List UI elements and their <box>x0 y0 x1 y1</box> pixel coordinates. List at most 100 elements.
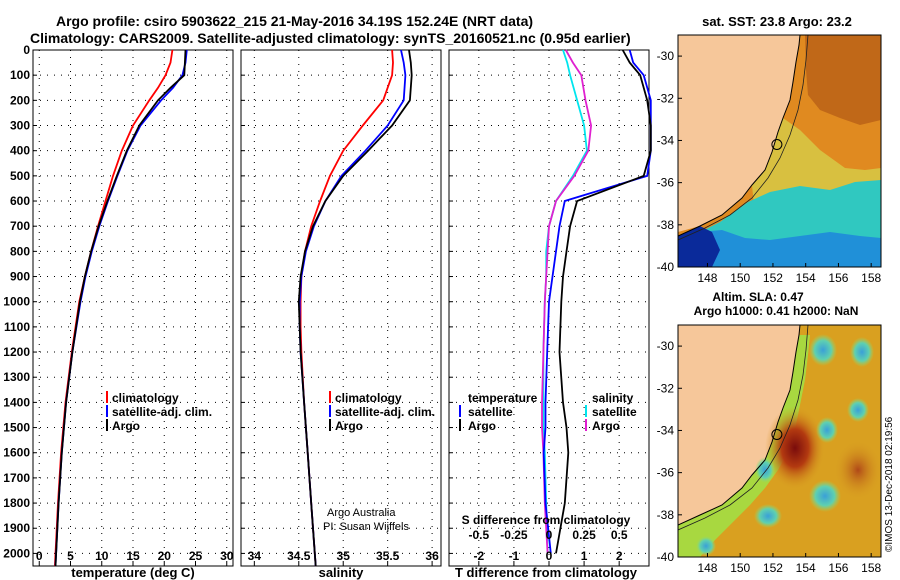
lat-tick-label: -38 <box>657 508 675 522</box>
credit-pi: PI: Susan Wijffels <box>323 521 409 533</box>
lon-tick-label: 152 <box>763 271 783 285</box>
lat-tick-label: -36 <box>657 176 675 190</box>
lat-tick-label: -34 <box>657 423 675 437</box>
salinity-tick-label: 34.5 <box>287 549 311 563</box>
argo-position-marker <box>771 139 783 150</box>
legend-label-s-satellite: satellite <box>592 405 637 419</box>
temperature-plot-frame <box>32 49 234 567</box>
depth-tick-label: 600 <box>10 194 30 208</box>
credit-argo-australia: Argo Australia <box>327 507 396 519</box>
sla-map-subtitle: Argo h1000: 0.41 h2000: NaN <box>694 304 859 318</box>
sst-map-frame <box>677 34 882 268</box>
cold-eddy-bass <box>696 536 716 556</box>
legend-label-satellite: satellite-adj. clim. <box>112 405 212 419</box>
sla-map <box>678 325 881 557</box>
depth-axis: 0 100 200 300 400 500 600 700 800 900 1000 1100 1200… <box>3 43 30 560</box>
t-difference-argo-line <box>555 49 652 554</box>
depth-tick-label: 0 <box>23 43 30 57</box>
depth-tick-label: 1000 <box>3 295 30 309</box>
lon-tick-label: 158 <box>861 561 881 575</box>
cold-eddy-north <box>809 334 837 366</box>
sla-map-frame <box>677 324 882 558</box>
coastline <box>678 35 801 237</box>
legend-label-s-argo: Argo <box>592 419 620 433</box>
depth-tick-label: 1300 <box>3 370 30 384</box>
s-difference-tick-label: -0.5 <box>468 528 489 542</box>
lat-tick-label: -40 <box>657 550 675 564</box>
depth-tick-label: 400 <box>10 144 30 158</box>
cold-eddy-south <box>809 480 841 512</box>
temperature-tick-label: 5 <box>67 549 74 563</box>
t-difference-tick-label: 2 <box>616 549 623 563</box>
legend-label-t-satellite: satellite <box>468 405 513 419</box>
salinity-panel <box>240 49 442 567</box>
temperature-x-axis: 0 5 10 15 20 25 30 <box>36 549 234 563</box>
lon-tick-label: 156 <box>828 271 848 285</box>
isobath <box>678 35 809 241</box>
lon-tick-label: 152 <box>763 561 783 575</box>
sla-lon-axis: 148 150 152 154 156 158 <box>697 553 882 575</box>
lat-tick-label: -40 <box>657 260 675 274</box>
difference-legend: temperature satellite Argo salinity sate… <box>459 391 637 433</box>
cold-eddy-northeast <box>850 337 874 367</box>
depth-tick-label: 1800 <box>3 496 30 510</box>
depth-tick-label: 1100 <box>4 320 30 334</box>
depth-tick-label: 700 <box>10 219 30 233</box>
lon-tick-label: 154 <box>796 271 816 285</box>
t-difference-satellite-line <box>542 49 652 554</box>
legend-title-salinity: salinity <box>592 391 634 405</box>
s-difference-tick-label: 0 <box>546 528 553 542</box>
legend-label-t-argo: Argo <box>468 419 496 433</box>
depth-tick-label: 1200 <box>3 345 30 359</box>
sst-map <box>678 35 881 267</box>
temperature-tick-label: 20 <box>158 549 172 563</box>
legend-label-climatology: climatology <box>335 391 402 405</box>
isobath <box>678 325 809 531</box>
temperature-tick-label: 30 <box>220 549 234 563</box>
warm-eddy-east <box>834 440 881 500</box>
depth-tick-label: 1500 <box>3 421 30 435</box>
sst-lon-axis: 148 150 152 154 156 158 <box>697 263 882 285</box>
depth-tick-label: 500 <box>10 169 30 183</box>
sla-lat-axis: -30 -32 -34 -36 -38 -40 <box>657 339 682 564</box>
lat-tick-label: -34 <box>657 133 675 147</box>
salinity-tick-label: 34 <box>248 549 262 563</box>
depth-tick-label: 100 <box>10 68 30 82</box>
lon-tick-label: 154 <box>796 561 816 575</box>
lon-tick-label: 158 <box>861 271 881 285</box>
difference-panel <box>448 49 652 567</box>
cold-eddy-centre <box>816 417 838 443</box>
salinity-tick-label: 35.5 <box>376 549 400 563</box>
salinity-tick-label: 35 <box>337 549 351 563</box>
sst-lat-axis: -30 -32 -34 -36 -38 -40 <box>657 49 682 274</box>
depth-tick-label: 300 <box>10 119 30 133</box>
temperature-tick-label: 0 <box>36 549 43 563</box>
s-difference-label: S difference from climatology <box>462 513 631 527</box>
depth-tick-label: 1700 <box>3 471 30 485</box>
legend-label-argo: Argo <box>335 419 363 433</box>
legend-label-climatology: climatology <box>112 391 179 405</box>
s-difference-tick-label: -0.25 <box>500 528 528 542</box>
lon-tick-label: 150 <box>730 271 750 285</box>
lon-tick-label: 150 <box>730 561 750 575</box>
lon-tick-label: 148 <box>697 271 717 285</box>
coastline <box>678 325 801 526</box>
temperature-argo-line <box>54 49 187 567</box>
salinity-plot-frame <box>240 49 442 567</box>
temperature-panel <box>32 49 234 567</box>
cold-eddy-west <box>755 457 775 483</box>
temperature-xlabel: temperature (deg C) <box>71 565 195 580</box>
t-difference-x-axis: -2 -1 0 1 2 <box>473 549 622 563</box>
cold-eddy-east <box>847 398 869 422</box>
cold-eddy-southwest <box>754 504 782 528</box>
sst-map-title: sat. SST: 23.8 Argo: 23.2 <box>702 14 852 29</box>
legend-label-argo: Argo <box>112 419 140 433</box>
depth-tick-label: 800 <box>10 244 30 258</box>
lat-tick-label: -32 <box>657 91 675 105</box>
salinity-x-axis: 34 34.5 35 35.5 36 <box>248 549 439 563</box>
s-difference-tick-label: 0.5 <box>611 528 628 542</box>
t-difference-tick-label: 0 <box>546 549 553 563</box>
depth-tick-label: 1900 <box>3 521 30 535</box>
temperature-tick-label: 25 <box>189 549 203 563</box>
t-difference-tick-label: -1 <box>509 549 520 563</box>
